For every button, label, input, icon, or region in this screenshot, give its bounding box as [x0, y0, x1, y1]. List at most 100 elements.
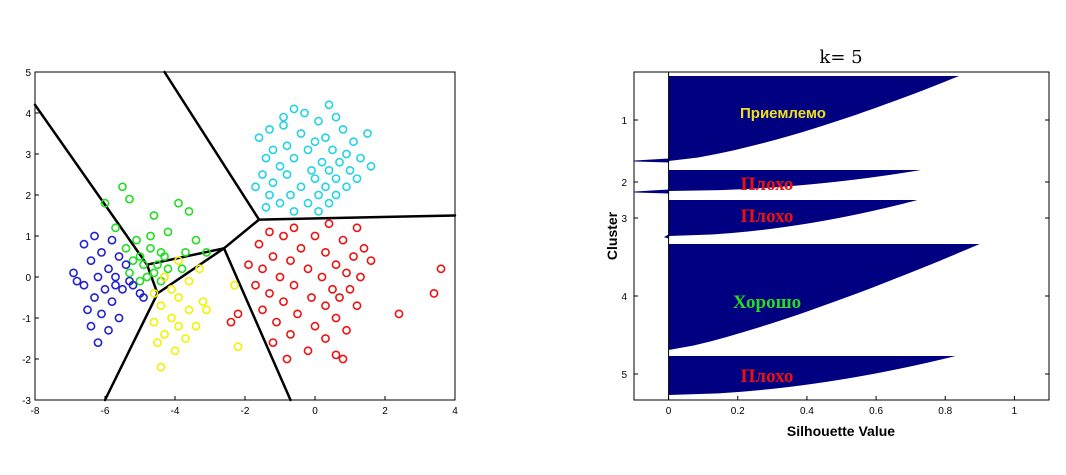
green-point	[121, 243, 131, 253]
green-point	[125, 268, 134, 278]
cyan-point	[251, 182, 260, 192]
red-point	[321, 247, 330, 257]
cyan-point	[307, 165, 316, 175]
red-point	[342, 325, 351, 335]
cyan-point	[342, 182, 351, 192]
red-point	[310, 231, 320, 241]
red-point	[335, 293, 344, 302]
silhouette-y-ticks: 1 2 3 4 5	[621, 116, 1049, 381]
y-tick-label: -2	[22, 355, 31, 366]
red-point	[394, 309, 404, 319]
y-tick-label: 3	[25, 150, 31, 161]
red-point	[331, 313, 341, 323]
red-point	[286, 329, 295, 339]
cluster-5-silhouette-bar	[668, 356, 956, 395]
cyan-point	[314, 206, 323, 216]
yellow-point	[170, 346, 180, 356]
cyan-point	[366, 161, 376, 171]
yellow-point	[181, 334, 190, 343]
red-point	[352, 223, 362, 233]
scatter-y-ticks: -3 -2 -1 0 1 2 3 4 5	[22, 68, 39, 407]
cyan-point	[279, 120, 288, 130]
y-tick-label: 2	[25, 191, 31, 202]
red-point	[244, 260, 253, 270]
yellow-point	[174, 321, 183, 331]
red-point	[251, 280, 260, 290]
cyan-point	[338, 124, 348, 134]
y-tick-label: 5	[621, 370, 627, 381]
green-point	[163, 264, 173, 274]
red-point	[226, 317, 236, 327]
cyan-point	[345, 165, 355, 175]
blue-point	[93, 272, 103, 282]
blue-point	[128, 280, 138, 290]
blue-point	[111, 280, 120, 290]
yellow-point	[202, 305, 211, 315]
blue-point	[83, 305, 92, 315]
y-tick-label: 1	[25, 232, 31, 243]
yellow-point	[156, 301, 166, 311]
yellow-point	[184, 305, 194, 315]
red-point	[289, 223, 299, 233]
cyan-point	[289, 206, 299, 216]
cluster-1-silhouette-bar	[668, 76, 960, 161]
blue-point	[97, 309, 106, 319]
blue-point	[93, 338, 103, 347]
yellow-point	[191, 321, 201, 331]
blue-point	[118, 284, 127, 294]
cyan-point	[342, 149, 351, 159]
blue-point	[114, 252, 124, 261]
cyan-point	[268, 178, 278, 188]
blue-point	[114, 313, 124, 323]
cluster-5-quality-label: Плохо	[741, 366, 794, 387]
cyan-point	[310, 137, 320, 147]
green-point	[149, 268, 159, 278]
y-tick-label: -1	[22, 314, 31, 325]
blue-point	[111, 272, 120, 282]
cyan-point	[265, 124, 274, 134]
blue-point	[90, 293, 99, 302]
blue-point	[86, 321, 96, 331]
cyan-point	[282, 141, 292, 151]
red-point	[338, 235, 348, 245]
cyan-point	[289, 153, 299, 163]
blue-point	[72, 276, 82, 286]
blue-point	[100, 284, 110, 294]
blue-point	[90, 231, 99, 241]
red-point	[265, 288, 274, 298]
red-point	[321, 301, 330, 311]
red-point	[279, 231, 288, 241]
cyan-point	[331, 174, 341, 183]
red-point	[307, 293, 316, 302]
cyan-point	[321, 182, 330, 192]
red-point	[324, 219, 334, 229]
cyan-point	[261, 153, 271, 163]
green-point	[163, 227, 173, 237]
red-point	[331, 350, 341, 360]
cluster-4-quality-label: Хорошо	[733, 292, 801, 313]
cyan-point	[331, 190, 341, 200]
scatter-points	[69, 100, 446, 372]
green-point	[202, 247, 211, 257]
yellow-point	[174, 293, 183, 302]
red-point	[289, 280, 299, 290]
red-point	[331, 260, 341, 270]
x-tick-label: 0.4	[800, 406, 814, 417]
scatter-plot: -8 -6 -4 -2 0 2 4 -3 -2 -1 0 1 2 3 4 5	[22, 68, 458, 417]
green-point	[135, 252, 145, 261]
x-tick-label: 0	[666, 406, 672, 417]
cyan-point	[314, 116, 323, 126]
x-tick-label: 2	[382, 406, 388, 417]
red-point	[286, 256, 295, 265]
green-point	[153, 260, 162, 270]
cyan-point	[324, 100, 334, 110]
cyan-point	[265, 190, 274, 200]
x-tick-label: -8	[31, 406, 40, 417]
x-tick-label: 0.2	[731, 406, 745, 417]
yellow-point	[149, 288, 159, 298]
blue-point	[97, 247, 106, 257]
silhouette-x-ticks: 0 0.2 0.4 0.6 0.8 1	[666, 396, 1018, 417]
red-point	[258, 305, 267, 315]
green-point	[177, 264, 187, 274]
